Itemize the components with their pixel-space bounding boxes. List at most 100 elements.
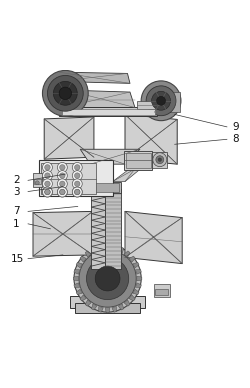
- Polygon shape: [76, 289, 82, 294]
- Circle shape: [58, 179, 67, 189]
- Text: 1: 1: [13, 219, 20, 229]
- Circle shape: [156, 96, 166, 105]
- Circle shape: [60, 181, 65, 187]
- Circle shape: [42, 163, 52, 172]
- Bar: [170, 92, 180, 112]
- Polygon shape: [124, 300, 130, 306]
- Circle shape: [74, 165, 80, 170]
- Circle shape: [45, 181, 50, 187]
- Text: 7: 7: [13, 206, 20, 217]
- Circle shape: [45, 189, 50, 195]
- Bar: [75, 303, 140, 314]
- Circle shape: [74, 173, 80, 178]
- Polygon shape: [99, 307, 103, 312]
- Polygon shape: [80, 256, 86, 262]
- Circle shape: [42, 171, 52, 180]
- Bar: [105, 189, 121, 268]
- Bar: [33, 173, 42, 187]
- Polygon shape: [118, 247, 124, 253]
- Circle shape: [74, 189, 80, 195]
- Text: 15: 15: [11, 254, 24, 263]
- Circle shape: [86, 257, 129, 300]
- Circle shape: [74, 181, 80, 187]
- Circle shape: [60, 165, 65, 170]
- Polygon shape: [129, 256, 135, 262]
- Polygon shape: [63, 90, 135, 107]
- Polygon shape: [125, 211, 182, 263]
- Text: 8: 8: [232, 134, 238, 144]
- Circle shape: [60, 189, 65, 195]
- Polygon shape: [73, 276, 78, 281]
- Circle shape: [58, 171, 67, 180]
- Polygon shape: [105, 308, 110, 313]
- Polygon shape: [112, 307, 116, 312]
- Polygon shape: [58, 72, 130, 83]
- Bar: [138, 101, 160, 109]
- Text: 3: 3: [13, 187, 20, 196]
- Bar: [70, 296, 145, 308]
- Circle shape: [72, 163, 82, 172]
- Bar: [91, 183, 119, 192]
- Circle shape: [58, 187, 67, 197]
- Polygon shape: [125, 211, 182, 263]
- Circle shape: [95, 266, 120, 291]
- Circle shape: [74, 189, 80, 195]
- Bar: [154, 284, 170, 297]
- Circle shape: [141, 81, 181, 121]
- Circle shape: [72, 171, 82, 180]
- Circle shape: [152, 91, 171, 110]
- Polygon shape: [44, 117, 94, 159]
- Circle shape: [42, 187, 52, 197]
- Polygon shape: [76, 262, 82, 268]
- Bar: [39, 160, 113, 196]
- Polygon shape: [125, 114, 177, 164]
- Polygon shape: [44, 117, 94, 159]
- Circle shape: [42, 179, 52, 189]
- Polygon shape: [85, 300, 91, 306]
- Polygon shape: [105, 244, 110, 249]
- Polygon shape: [85, 251, 91, 257]
- Polygon shape: [136, 270, 141, 274]
- Circle shape: [158, 158, 162, 161]
- Polygon shape: [133, 262, 139, 268]
- Text: 2: 2: [13, 175, 20, 185]
- Polygon shape: [80, 295, 86, 301]
- Bar: [126, 153, 150, 168]
- Polygon shape: [92, 304, 97, 310]
- Bar: [155, 289, 168, 295]
- Circle shape: [72, 187, 82, 197]
- Polygon shape: [112, 159, 152, 182]
- Bar: [62, 109, 155, 115]
- Polygon shape: [92, 247, 97, 253]
- Polygon shape: [124, 251, 130, 257]
- Circle shape: [45, 165, 50, 170]
- Polygon shape: [137, 276, 142, 281]
- Polygon shape: [125, 114, 177, 164]
- Circle shape: [58, 187, 67, 197]
- Circle shape: [60, 173, 65, 178]
- Circle shape: [58, 163, 67, 172]
- Bar: [92, 189, 105, 268]
- Polygon shape: [74, 270, 80, 274]
- Circle shape: [153, 153, 167, 167]
- Circle shape: [45, 189, 50, 195]
- Bar: [34, 179, 41, 184]
- Polygon shape: [112, 245, 116, 251]
- Circle shape: [54, 81, 77, 105]
- Circle shape: [59, 87, 72, 100]
- Polygon shape: [33, 211, 93, 256]
- Polygon shape: [74, 283, 80, 288]
- Circle shape: [60, 189, 65, 195]
- Polygon shape: [136, 283, 141, 288]
- Bar: [152, 152, 167, 168]
- Circle shape: [72, 187, 82, 197]
- Circle shape: [45, 173, 50, 178]
- Polygon shape: [133, 289, 139, 294]
- Bar: [124, 151, 152, 170]
- Bar: [59, 107, 157, 116]
- Bar: [41, 163, 96, 194]
- Circle shape: [48, 75, 83, 111]
- Circle shape: [42, 71, 88, 116]
- Bar: [89, 182, 121, 193]
- Polygon shape: [118, 304, 124, 310]
